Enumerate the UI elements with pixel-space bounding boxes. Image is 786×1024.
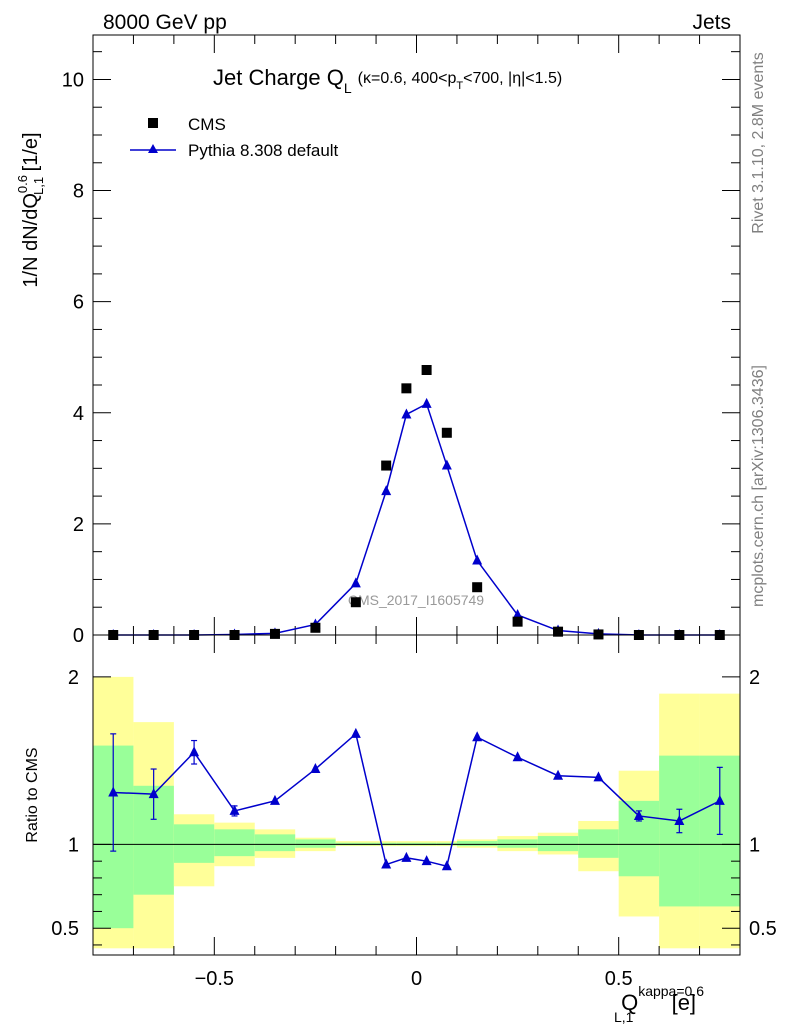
pythia-marker bbox=[472, 554, 483, 565]
main-title-text: Jet Charge Q bbox=[213, 65, 344, 90]
cms-marker bbox=[441, 427, 452, 438]
ratio-pythia-marker bbox=[441, 860, 452, 871]
xlabel-b: [e] bbox=[665, 990, 696, 1015]
header-energy-label: 8000 GeV pp bbox=[103, 11, 227, 34]
pythia-marker bbox=[401, 408, 412, 419]
band-inner-bin bbox=[537, 836, 579, 852]
band-inner-bin bbox=[578, 829, 619, 858]
ratio-axis-ticks bbox=[92, 635, 741, 955]
ratio-pythia-marker bbox=[472, 731, 483, 742]
cms-marker bbox=[512, 616, 523, 627]
ratio-pythia-marker bbox=[350, 727, 361, 738]
cms-marker bbox=[269, 628, 280, 639]
ratio-pythia-marker bbox=[553, 769, 564, 780]
x-tick-label: −0.5 bbox=[195, 968, 234, 990]
mcplots-info-label: mcplots.cern.ch [arXiv:1306.3436] bbox=[750, 365, 767, 607]
cms-marker bbox=[421, 365, 432, 375]
ratio-uncertainty-bands bbox=[93, 676, 740, 949]
rivet-info-label: Rivet 3.1.10, 2.8M events bbox=[750, 52, 767, 233]
main-title-kin-sub: T bbox=[456, 80, 463, 92]
band-inner-bin bbox=[173, 824, 215, 863]
pythia-marker bbox=[381, 485, 392, 496]
ratio-pythia-marker bbox=[512, 751, 523, 762]
legend-cms-label: CMS bbox=[188, 115, 226, 134]
ratio-pythia-marker bbox=[310, 763, 321, 774]
cms-marker bbox=[472, 582, 483, 593]
x-tick-label: 0 bbox=[411, 968, 422, 990]
ratio-pythia-marker bbox=[593, 771, 604, 782]
cms-marker bbox=[310, 622, 321, 633]
xlabel-sup: kappa=0.6 bbox=[638, 983, 704, 999]
ratio-ytick-label: 0.5 bbox=[51, 918, 79, 940]
cms-marker bbox=[593, 629, 604, 640]
ratio-y-axis-label: Ratio to CMS bbox=[24, 747, 41, 842]
main-ytick-label: 4 bbox=[73, 403, 84, 425]
main-y-axis-label: 1/N dN/dQ0.6L,1 [1/e] bbox=[15, 132, 46, 287]
ratio-pythia-marker bbox=[674, 814, 685, 825]
main-ytick-label: 0 bbox=[73, 625, 84, 647]
main-axis-ticks bbox=[92, 35, 741, 636]
ratio-xtick-labels: −0.5 0 0.5 bbox=[195, 968, 633, 990]
ratio-ytick-label-right: 1 bbox=[749, 834, 760, 856]
pythia-marker bbox=[350, 577, 361, 588]
band-inner-bin bbox=[295, 839, 336, 848]
ratio-ytick-label-right: 0.5 bbox=[749, 918, 777, 940]
xlabel-sub: L,1 bbox=[614, 1009, 634, 1024]
main-title-sub: L bbox=[344, 80, 352, 96]
main-ylabel-a: 1/N dN/dQ bbox=[20, 193, 42, 287]
band-inner-bin bbox=[254, 834, 296, 852]
main-ytick-label: 8 bbox=[73, 181, 84, 203]
ratio-ytick-label-right: 2 bbox=[749, 667, 760, 689]
ratio-pythia-marker bbox=[108, 786, 119, 797]
legend-cms-marker bbox=[148, 118, 158, 128]
ratio-panel: 0.5 0.5 1 1 2 2 −0.5 0 0.5 Ratio to CMS Qkappa=… bbox=[24, 634, 777, 1024]
cms-marker bbox=[401, 383, 412, 394]
ratio-pythia-marker bbox=[401, 851, 412, 862]
main-panel: 0 2 4 6 8 10 Jet Charge QL (κ=0.6, 400<pT<700,… bbox=[15, 34, 741, 647]
main-ytick-label: 10 bbox=[62, 69, 84, 91]
ratio-ytick-label: 2 bbox=[68, 667, 79, 689]
legend-pythia-marker bbox=[148, 144, 158, 153]
main-ytick-label: 6 bbox=[73, 292, 84, 314]
ratio-pythia-marker bbox=[269, 794, 280, 805]
ratio-pythia-marker bbox=[229, 804, 240, 815]
cms-marker bbox=[553, 626, 564, 637]
ratio-pythia-marker bbox=[148, 788, 159, 799]
cms-marker bbox=[350, 597, 361, 608]
main-ylabel-b: [1/e] bbox=[20, 132, 42, 176]
ratio-pythia-line bbox=[113, 732, 721, 868]
ratio-pythia-marker bbox=[714, 794, 725, 805]
main-ytick-label: 2 bbox=[73, 514, 84, 536]
xlabel-a: Q bbox=[621, 990, 638, 1015]
main-ylabel-sup: 0.6 bbox=[15, 175, 30, 193]
x-tick-label: 0.5 bbox=[605, 968, 633, 990]
legend-pythia-label: Pythia 8.308 default bbox=[188, 141, 339, 160]
cms-marker bbox=[381, 460, 392, 471]
band-inner-bin bbox=[214, 829, 255, 857]
ratio-ytick-labels: 0.5 0.5 1 1 2 2 bbox=[51, 667, 777, 940]
ratio-data-marks bbox=[108, 727, 725, 871]
ratio-pythia-marker bbox=[189, 746, 200, 757]
ratio-ytick-label: 1 bbox=[68, 834, 79, 856]
pythia-marker bbox=[421, 397, 432, 408]
header-category-label: Jets bbox=[692, 11, 731, 34]
band-inner-bin bbox=[456, 841, 498, 847]
pythia-marker bbox=[441, 459, 452, 470]
main-ylabel-sub: L,1 bbox=[31, 177, 46, 195]
analysis-watermark: CMS_2017_I1605749 bbox=[348, 592, 484, 608]
main-ytick-labels: 0 2 4 6 8 10 bbox=[62, 69, 84, 647]
x-axis-label: Qkappa=0.6 L,1 [e] bbox=[614, 983, 704, 1024]
ratio-pythia-marker bbox=[633, 809, 644, 820]
main-title-kin-b: <700, |η|<1.5) bbox=[463, 70, 562, 87]
band-inner-bin bbox=[497, 839, 538, 848]
main-title: Jet Charge QL (κ=0.6, 400<pT<700, |η|<1.5… bbox=[213, 65, 562, 96]
ratio-pythia-marker bbox=[421, 855, 432, 866]
main-title-kin-a: (κ=0.6, 400<p bbox=[358, 70, 457, 87]
ratio-pythia-marker bbox=[381, 858, 392, 869]
pythia-marker bbox=[512, 609, 523, 619]
